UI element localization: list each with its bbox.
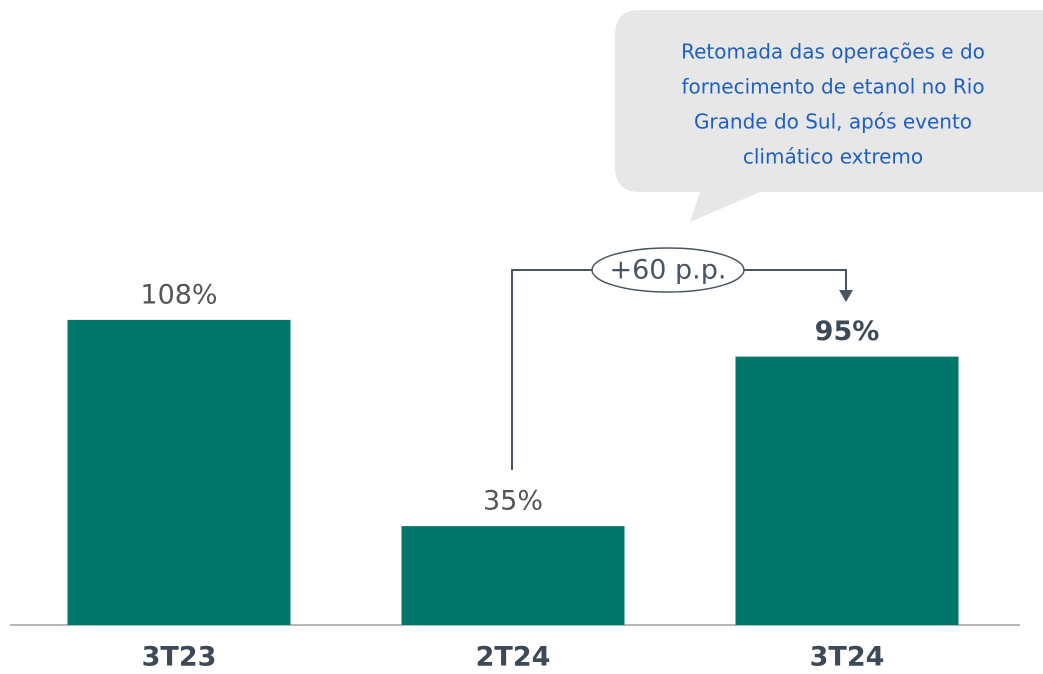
callout-text: Grande do Sul, após evento [694, 110, 972, 134]
value-label: 108% [140, 279, 217, 310]
x-tick-label: 3T23 [142, 642, 217, 671]
bar [735, 356, 959, 625]
x-tick-label: 3T24 [810, 642, 885, 671]
callout-text: climático extremo [743, 145, 923, 169]
value-label: 35% [483, 486, 543, 517]
bar [67, 319, 291, 625]
change-arrowhead [839, 290, 853, 302]
x-tick-label: 2T24 [476, 642, 551, 671]
change-ellipse [591, 247, 745, 293]
callout-bubble [615, 10, 1043, 222]
value-label: 95% [815, 316, 880, 347]
change-label: +60 p.p. [609, 255, 726, 286]
callout-text: fornecimento de etanol no Rio [681, 75, 984, 99]
bar [401, 526, 625, 625]
callout-text: Retomada das operações e do [681, 40, 985, 64]
change-connector [511, 269, 847, 470]
